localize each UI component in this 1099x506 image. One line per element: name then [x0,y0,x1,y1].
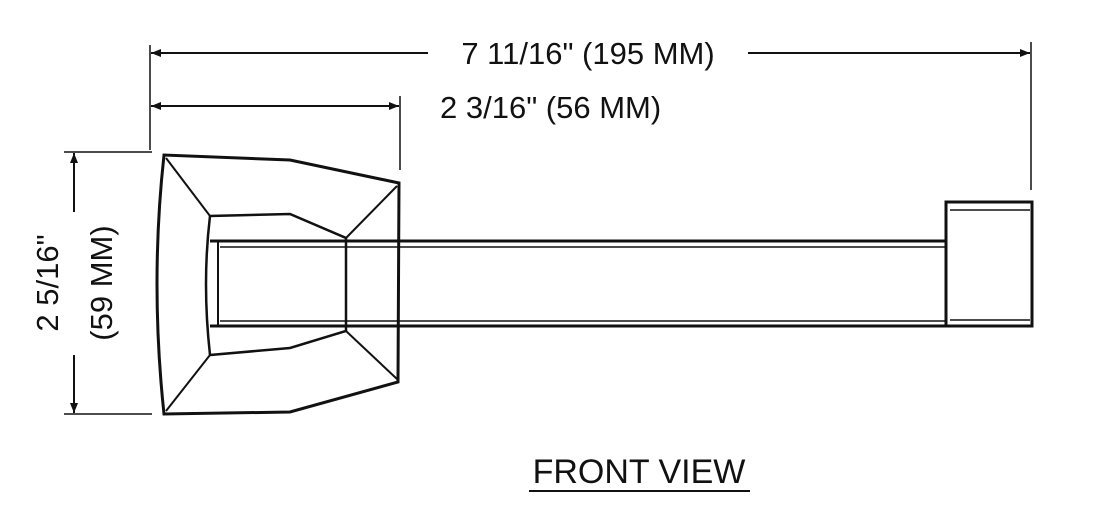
view-label: FRONT VIEW [533,453,746,491]
escutcheon-base [155,153,401,416]
height-dimension: 2 5/16" (59 MM) [30,151,152,415]
view-title: FRONT VIEW [529,453,750,492]
height-label-imperial: 2 5/16" [30,234,65,331]
base-outer-outline [155,153,401,416]
holder-arm [210,239,946,328]
base-bevel-top-right [345,185,398,239]
base-width-label: 2 3/16" (56 MM) [440,90,661,125]
end-cap-body [944,200,1034,328]
base-bevel-bottom-right [345,330,398,380]
base-inner-outline [204,212,348,357]
overall-width-label: 7 11/16" (195 MM) [461,36,714,71]
base-width-dimension: 2 3/16" (56 MM) [151,90,661,170]
end-cap [944,200,1034,328]
height-label-metric: (59 MM) [84,225,119,340]
base-bevel-bottom-left [165,354,211,412]
overall-width-dimension: 7 11/16" (195 MM) [149,36,1032,190]
base-bevel-top-left [165,157,211,217]
